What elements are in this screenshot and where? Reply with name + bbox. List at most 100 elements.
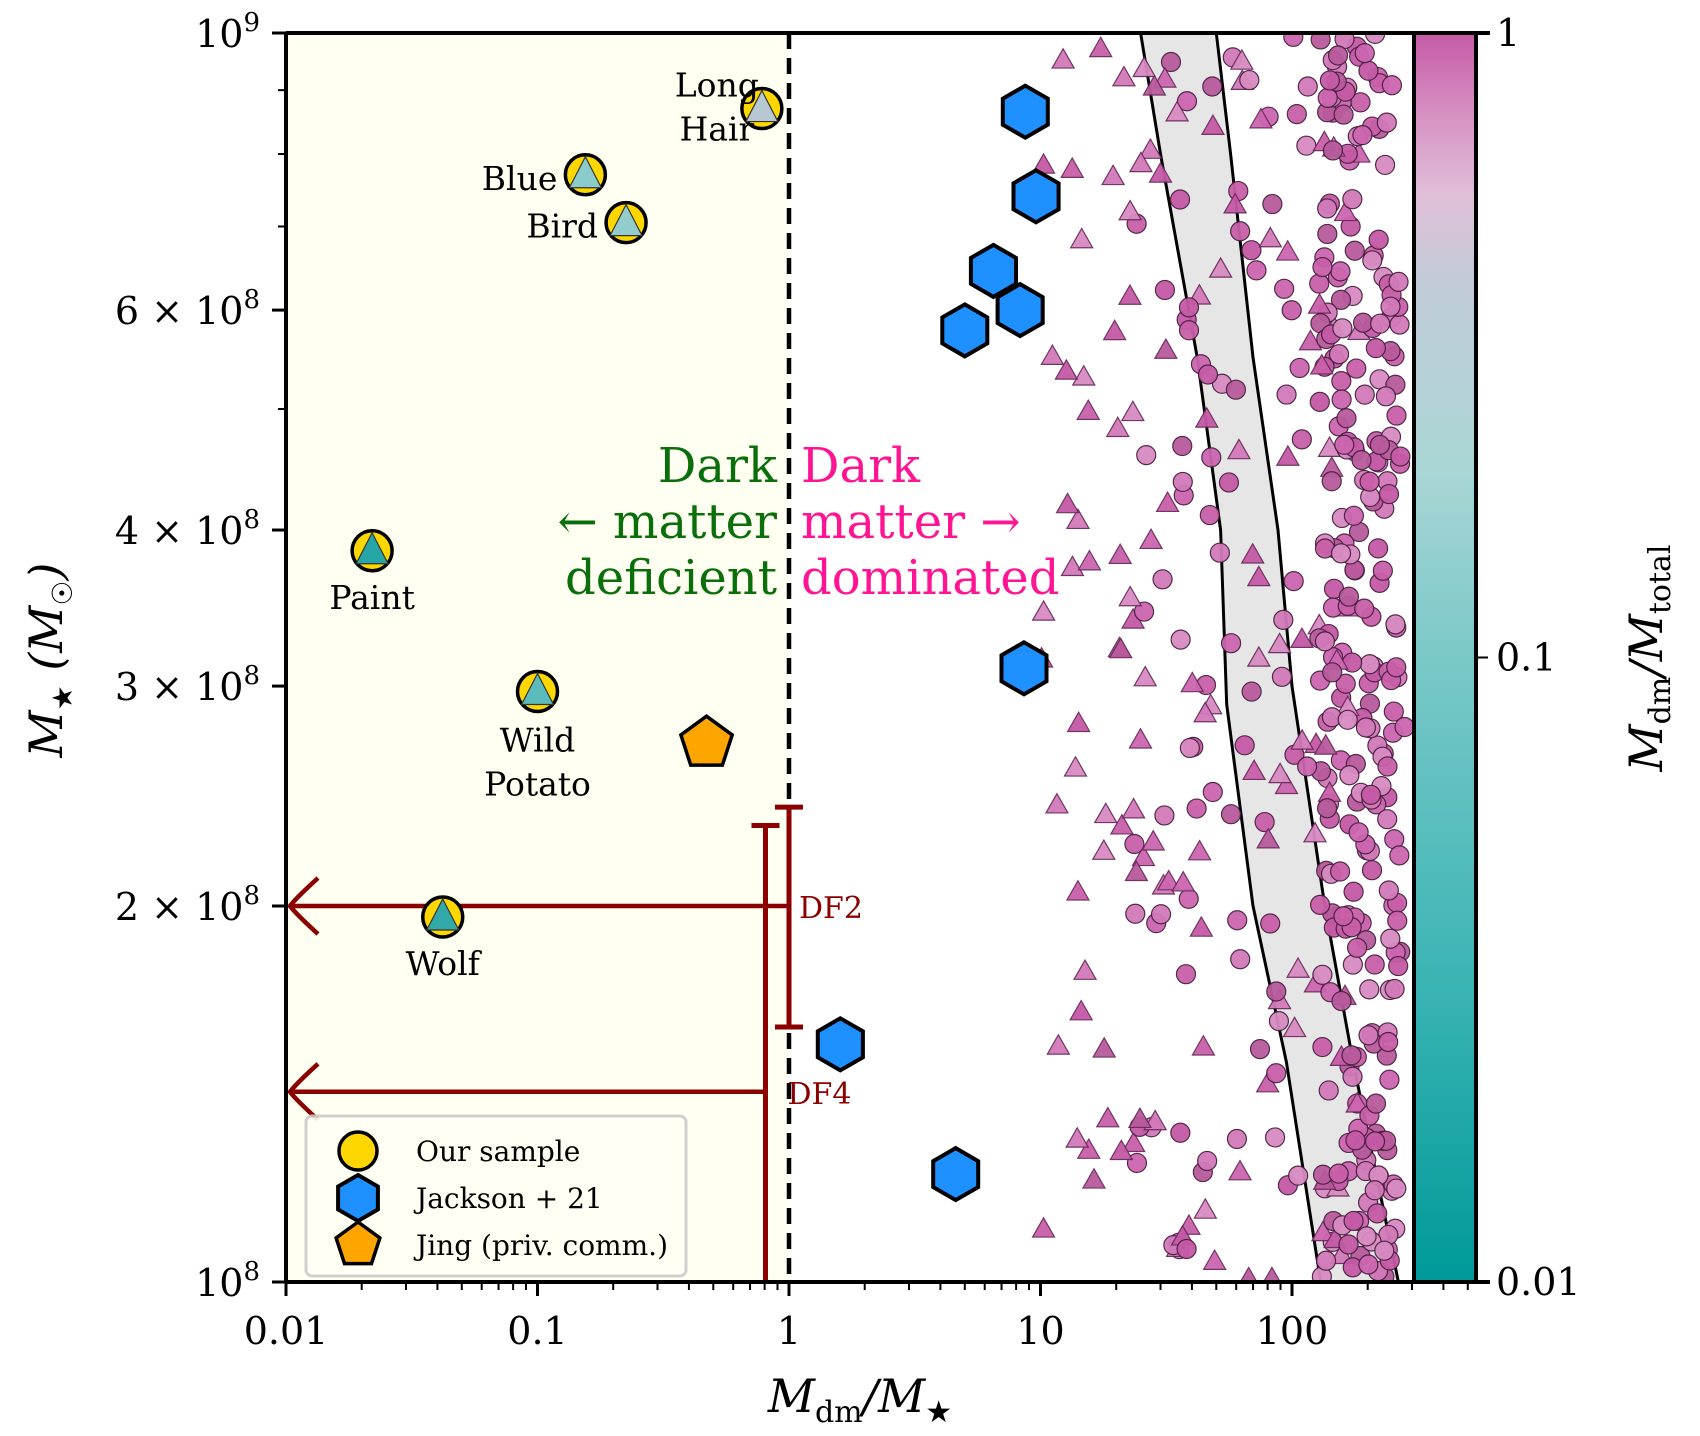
colorbar-tick-label: 1 bbox=[1496, 11, 1520, 55]
sim-triangle bbox=[1248, 107, 1273, 129]
sim-circle bbox=[1388, 271, 1409, 292]
sim-circle bbox=[1228, 180, 1249, 202]
sim-triangle bbox=[1077, 549, 1102, 571]
sim-circle bbox=[1370, 313, 1391, 334]
upper-limits: DF2 DF4 bbox=[287, 804, 863, 1282]
sim-circle bbox=[1333, 906, 1354, 927]
dominated-label: matter → bbox=[801, 494, 1021, 550]
jackson-21-marker bbox=[931, 1145, 981, 1203]
deficient-label: ← matter bbox=[557, 494, 777, 550]
sim-circle bbox=[1353, 312, 1374, 333]
sim-circle bbox=[1178, 888, 1199, 909]
sim-circle bbox=[1179, 737, 1200, 759]
sim-triangle bbox=[1063, 755, 1088, 777]
sim-triangle bbox=[1275, 239, 1300, 261]
sim-triangle bbox=[1121, 1131, 1146, 1153]
sim-circle bbox=[1386, 405, 1407, 426]
sim-circle bbox=[1124, 833, 1145, 855]
sim-circle bbox=[1175, 964, 1197, 985]
sim-circle bbox=[1338, 586, 1359, 607]
sim-circle bbox=[1359, 654, 1380, 675]
sim-circle bbox=[1225, 379, 1246, 400]
sim-circle bbox=[1337, 709, 1358, 730]
sim-triangle bbox=[1105, 416, 1130, 438]
sim-circle bbox=[1388, 955, 1409, 977]
sim-circle bbox=[1227, 910, 1248, 931]
sim-circle bbox=[1352, 125, 1373, 146]
sim-triangle bbox=[1171, 870, 1196, 892]
sim-triangle bbox=[1040, 343, 1065, 365]
sim-circle bbox=[1176, 1238, 1197, 1260]
sim-circle bbox=[1241, 240, 1262, 261]
sim-triangle bbox=[1108, 637, 1133, 659]
sim-circle bbox=[1343, 881, 1364, 902]
sim-circle bbox=[1330, 261, 1351, 282]
sim-circle bbox=[1377, 756, 1398, 777]
sim-triangle bbox=[1073, 958, 1098, 980]
sim-triangle bbox=[1289, 626, 1314, 649]
sim-circle bbox=[1197, 364, 1219, 385]
sim-circle bbox=[1362, 250, 1383, 271]
sim-circle bbox=[1343, 1210, 1364, 1232]
sim-circle bbox=[1297, 76, 1318, 97]
deficient-label: Dark bbox=[658, 438, 778, 494]
galaxy-label: Wild bbox=[500, 721, 576, 760]
sim-triangle bbox=[1307, 292, 1332, 314]
sim-triangle bbox=[1187, 839, 1212, 861]
sim-circle bbox=[1331, 371, 1352, 392]
sim-circle bbox=[1209, 542, 1230, 563]
sim-triangle bbox=[1227, 1159, 1253, 1181]
sim-circle bbox=[1220, 804, 1242, 825]
y-tick-label: 6 × 108 bbox=[115, 285, 260, 333]
galaxy-label: Potato bbox=[484, 765, 591, 804]
sim-triangle bbox=[1267, 632, 1292, 654]
y-tick-label: 4 × 108 bbox=[115, 505, 260, 553]
sim-circle bbox=[1328, 1163, 1349, 1184]
sim-circle bbox=[1368, 538, 1389, 559]
sim-triangle bbox=[1031, 599, 1056, 621]
sim-circle bbox=[1364, 1180, 1385, 1201]
sim-circle bbox=[1379, 1069, 1400, 1090]
sim-triangle bbox=[1138, 527, 1164, 550]
sim-triangle bbox=[1121, 797, 1146, 819]
label-df2: DF2 bbox=[799, 891, 863, 926]
sim-circle bbox=[1234, 735, 1255, 756]
sim-circle bbox=[1342, 954, 1363, 975]
jackson-21-marker bbox=[940, 302, 990, 359]
sim-triangle bbox=[1274, 773, 1299, 795]
dominated-label: dominated bbox=[801, 550, 1059, 606]
sim-circle bbox=[1365, 337, 1386, 359]
sim-triangle bbox=[1242, 758, 1267, 781]
sim-circle bbox=[1289, 357, 1310, 379]
sim-circle bbox=[1361, 860, 1383, 881]
sim-circle bbox=[1226, 1128, 1248, 1150]
sim-circle bbox=[1376, 112, 1397, 133]
sim-triangle bbox=[1069, 999, 1094, 1021]
sim-triangle bbox=[1153, 337, 1178, 359]
legend-label: Our sample bbox=[416, 1135, 580, 1168]
sim-triangle bbox=[1226, 438, 1251, 460]
sim-triangle bbox=[1060, 156, 1085, 178]
sim-triangle bbox=[1109, 813, 1134, 835]
sim-circle bbox=[1197, 1150, 1218, 1172]
sim-circle bbox=[1364, 954, 1385, 975]
sim-circle bbox=[1342, 1066, 1363, 1087]
sim-circle bbox=[1355, 717, 1377, 738]
sim-triangle bbox=[1055, 492, 1080, 514]
sim-circle bbox=[1169, 189, 1191, 210]
sim-circle bbox=[1386, 657, 1407, 678]
sim-triangle bbox=[1193, 701, 1218, 723]
sim-triangle bbox=[1076, 1137, 1101, 1159]
sim-circle bbox=[1378, 483, 1400, 505]
sim-circle bbox=[1218, 472, 1240, 493]
sim-circle bbox=[1230, 221, 1251, 242]
galaxy-label: Hair bbox=[679, 110, 754, 149]
sim-circle bbox=[1264, 1127, 1286, 1148]
sim-circle bbox=[1367, 1203, 1388, 1224]
sim-circle bbox=[1160, 51, 1182, 73]
sim-triangle bbox=[1108, 542, 1133, 565]
sim-circle bbox=[1202, 781, 1223, 803]
sim-circle bbox=[1202, 76, 1223, 97]
sim-triangle bbox=[1229, 48, 1254, 70]
